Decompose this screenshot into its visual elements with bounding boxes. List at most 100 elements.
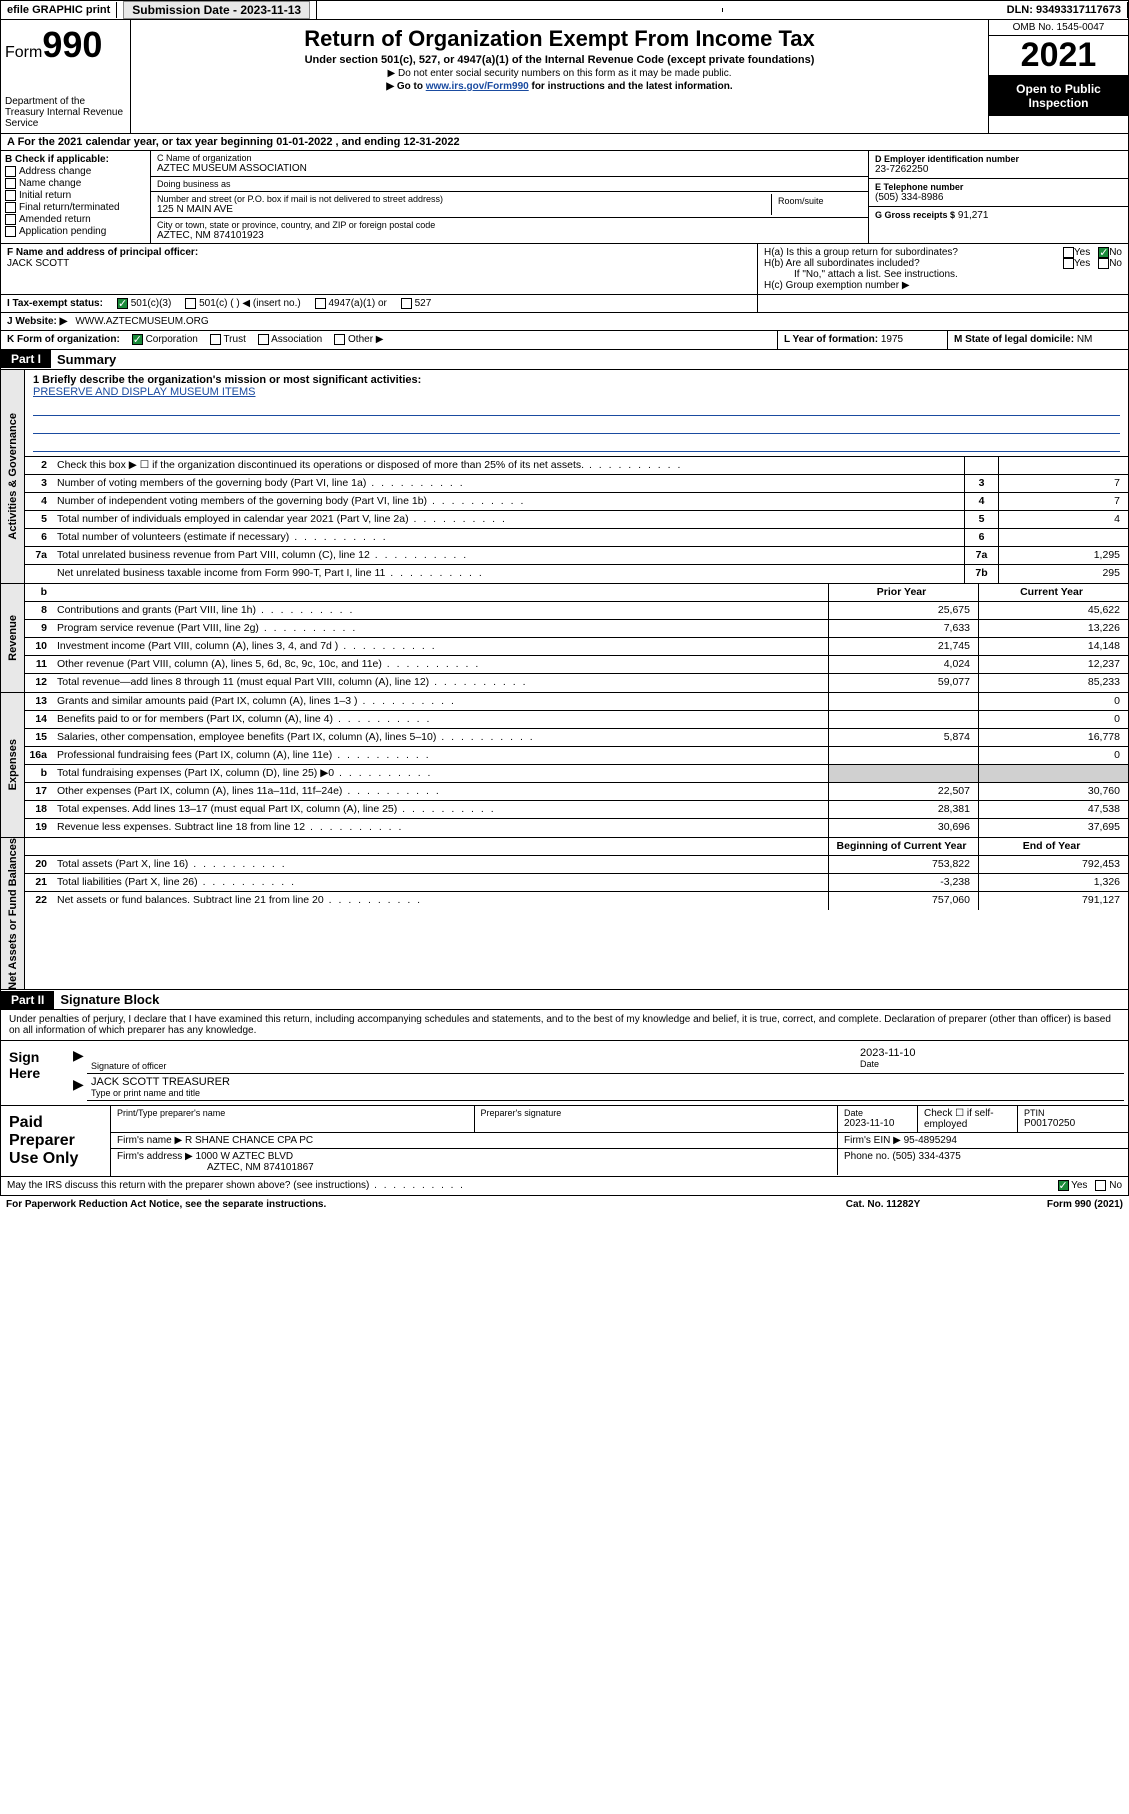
table-row: b Total fundraising expenses (Part IX, c… xyxy=(25,765,1128,783)
revenue-section: Revenue b Prior Year Current Year 8 Cont… xyxy=(0,584,1129,693)
chk-name-change[interactable] xyxy=(5,178,16,189)
gross-label: G Gross receipts $ xyxy=(875,210,955,220)
form-note-ssn: ▶ Do not enter social security numbers o… xyxy=(141,68,978,79)
table-row: 14 Benefits paid to or for members (Part… xyxy=(25,711,1128,729)
addr-label: Number and street (or P.O. box if mail i… xyxy=(157,194,771,204)
signature-block: Under penalties of perjury, I declare th… xyxy=(0,1010,1129,1106)
box-deg: D Employer identification number 23-7262… xyxy=(868,151,1128,243)
city-label: City or town, state or province, country… xyxy=(157,220,862,230)
table-row: 22 Net assets or fund balances. Subtract… xyxy=(25,892,1128,910)
chk-527[interactable] xyxy=(401,298,412,309)
website-value: WWW.AZTECMUSEUM.ORG xyxy=(75,316,208,327)
chk-4947[interactable] xyxy=(315,298,326,309)
discuss-no[interactable] xyxy=(1095,1180,1106,1191)
row-j: J Website: ▶ WWW.AZTECMUSEUM.ORG xyxy=(0,313,1129,331)
org-name-label: C Name of organization xyxy=(157,153,862,163)
table-row: 18 Total expenses. Add lines 13–17 (must… xyxy=(25,801,1128,819)
org-name: AZTEC MUSEUM ASSOCIATION xyxy=(157,163,862,174)
phone-label: E Telephone number xyxy=(875,182,1122,192)
table-row: 15 Salaries, other compensation, employe… xyxy=(25,729,1128,747)
form-number: Form990 xyxy=(5,24,126,66)
table-row: 21 Total liabilities (Part X, line 26) -… xyxy=(25,874,1128,892)
form-note-link: ▶ Go to www.irs.gov/Form990 for instruct… xyxy=(141,81,978,92)
chk-app-pending[interactable] xyxy=(5,226,16,237)
chk-amended[interactable] xyxy=(5,214,16,225)
table-row: 12 Total revenue—add lines 8 through 11 … xyxy=(25,674,1128,692)
row-b-marker: b xyxy=(25,584,53,601)
table-row: 2 Check this box ▶ ☐ if the organization… xyxy=(25,457,1128,475)
irs-link[interactable]: www.irs.gov/Form990 xyxy=(426,81,529,92)
officer-name: JACK SCOTT xyxy=(7,258,69,269)
table-row: 9 Program service revenue (Part VIII, li… xyxy=(25,620,1128,638)
firm-ein: 95-4895294 xyxy=(904,1135,957,1146)
side-tab-netassets: Net Assets or Fund Balances xyxy=(7,838,19,990)
chk-501c[interactable] xyxy=(185,298,196,309)
chk-corp[interactable] xyxy=(132,334,143,345)
hc-label: H(c) Group exemption number ▶ xyxy=(764,280,1122,291)
phone-value: (505) 334-8986 xyxy=(875,192,1122,203)
table-row: 5 Total number of individuals employed i… xyxy=(25,511,1128,529)
chk-assoc[interactable] xyxy=(258,334,269,345)
table-row: 3 Number of voting members of the govern… xyxy=(25,475,1128,493)
row-klm: K Form of organization: Corporation Trus… xyxy=(0,331,1129,349)
table-row: 8 Contributions and grants (Part VIII, l… xyxy=(25,602,1128,620)
hb-note: If "No," attach a list. See instructions… xyxy=(764,269,1122,280)
paid-preparer-block: Paid Preparer Use Only Print/Type prepar… xyxy=(0,1106,1129,1177)
room-label: Room/suite xyxy=(778,196,856,206)
ha-yes[interactable] xyxy=(1063,247,1074,258)
sign-here-label: Sign Here xyxy=(1,1041,71,1105)
top-bar: efile GRAPHIC print Submission Date - 20… xyxy=(0,0,1129,20)
row-i: I Tax-exempt status: 501(c)(3) 501(c) ( … xyxy=(0,295,1129,313)
discuss-yes[interactable] xyxy=(1058,1180,1069,1191)
submission-date-button[interactable]: Submission Date - 2023-11-13 xyxy=(123,1,310,19)
table-row: Net unrelated business taxable income fr… xyxy=(25,565,1128,583)
part1-header: Part I Summary xyxy=(0,350,1129,370)
prep-date: 2023-11-10 xyxy=(844,1118,911,1129)
table-row: 19 Revenue less expenses. Subtract line … xyxy=(25,819,1128,837)
omb-number: OMB No. 1545-0047 xyxy=(989,20,1128,36)
chk-address-change[interactable] xyxy=(5,166,16,177)
gross-value: 91,271 xyxy=(958,210,989,221)
firm-addr1: 1000 W AZTEC BLVD xyxy=(196,1151,294,1162)
hb-yes[interactable] xyxy=(1063,258,1074,269)
chk-initial-return[interactable] xyxy=(5,190,16,201)
hb-label: H(b) Are all subordinates included? xyxy=(764,258,920,269)
ha-no[interactable] xyxy=(1098,247,1109,258)
self-employed-check[interactable]: Check ☐ if self-employed xyxy=(918,1106,1018,1132)
table-row: 13 Grants and similar amounts paid (Part… xyxy=(25,693,1128,711)
dba-label: Doing business as xyxy=(157,179,862,189)
ptin-value: P00170250 xyxy=(1024,1118,1122,1129)
footer-row: For Paperwork Reduction Act Notice, see … xyxy=(0,1196,1129,1213)
dept-label: Department of the Treasury Internal Reve… xyxy=(5,96,126,129)
year-formation: 1975 xyxy=(881,334,903,345)
form-subtitle: Under section 501(c), 527, or 4947(a)(1)… xyxy=(141,54,978,66)
form-ref: Form 990 (2021) xyxy=(983,1199,1123,1210)
chk-other[interactable] xyxy=(334,334,345,345)
open-public-badge: Open to Public Inspection xyxy=(989,76,1128,116)
prior-year-hdr: Prior Year xyxy=(828,584,978,601)
table-row: 17 Other expenses (Part IX, column (A), … xyxy=(25,783,1128,801)
chk-trust[interactable] xyxy=(210,334,221,345)
end-year-hdr: End of Year xyxy=(978,838,1128,855)
form-title: Return of Organization Exempt From Incom… xyxy=(141,26,978,52)
officer-sig-date: 2023-11-10 xyxy=(860,1047,1120,1059)
form-header: Form990 Department of the Treasury Inter… xyxy=(0,20,1129,134)
chk-501c3[interactable] xyxy=(117,298,128,309)
expenses-section: Expenses 13 Grants and similar amounts p… xyxy=(0,693,1129,838)
officer-label: F Name and address of principal officer: xyxy=(7,247,198,258)
chk-final-return[interactable] xyxy=(5,202,16,213)
governance-section: Activities & Governance 1 Briefly descri… xyxy=(0,370,1129,584)
firm-name: R SHANE CHANCE CPA PC xyxy=(185,1135,313,1146)
section-bcdeg: B Check if applicable: Address change Na… xyxy=(0,151,1129,244)
state-domicile: NM xyxy=(1077,334,1093,345)
row-a-tax-year: A For the 2021 calendar year, or tax yea… xyxy=(0,134,1129,151)
part2-header: Part II Signature Block xyxy=(0,990,1129,1010)
paid-preparer-label: Paid Preparer Use Only xyxy=(1,1106,111,1176)
officer-sig-label: Signature of officer xyxy=(91,1061,860,1071)
addr-value: 125 N MAIN AVE xyxy=(157,204,771,215)
hb-no[interactable] xyxy=(1098,258,1109,269)
perjury-declaration: Under penalties of perjury, I declare th… xyxy=(1,1010,1128,1040)
begin-year-hdr: Beginning of Current Year xyxy=(828,838,978,855)
mission-q: 1 Briefly describe the organization's mi… xyxy=(33,374,421,386)
discuss-row: May the IRS discuss this return with the… xyxy=(0,1177,1129,1195)
